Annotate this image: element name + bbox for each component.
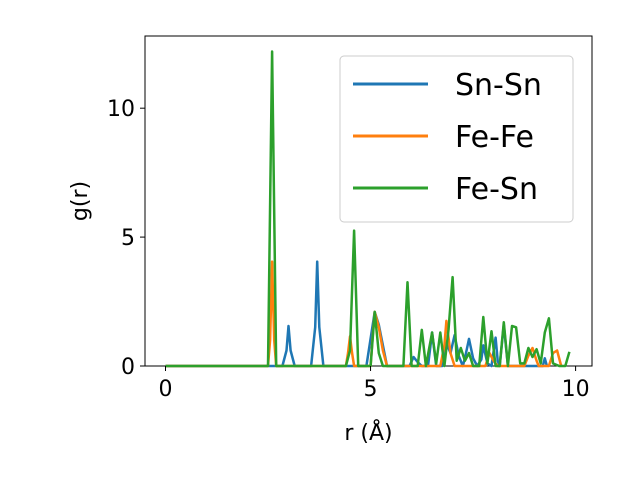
legend: Sn-Sn Fe-Fe Fe-Sn (339, 55, 574, 223)
x-axis-label: r (Å) (344, 419, 392, 446)
y-tick-label: 0 (121, 355, 135, 380)
x-tick-label: 10 (562, 377, 590, 402)
y-axis-label: g(r) (68, 181, 93, 221)
y-tick-label: 5 (121, 226, 135, 251)
x-tick-label: 0 (159, 377, 173, 402)
series-line-fe-sn (165, 50, 571, 368)
y-tick-label: 10 (107, 97, 135, 122)
legend-box (339, 55, 574, 223)
legend-label-fe-fe: Fe-Fe (455, 120, 534, 155)
x-tick-label: 5 (364, 377, 378, 402)
series-layer (165, 50, 571, 368)
axes-layer: 0 5 10 0 5 10 (107, 97, 590, 402)
legend-label-fe-sn: Fe-Sn (455, 172, 538, 207)
legend-label-sn-sn: Sn-Sn (455, 68, 542, 103)
